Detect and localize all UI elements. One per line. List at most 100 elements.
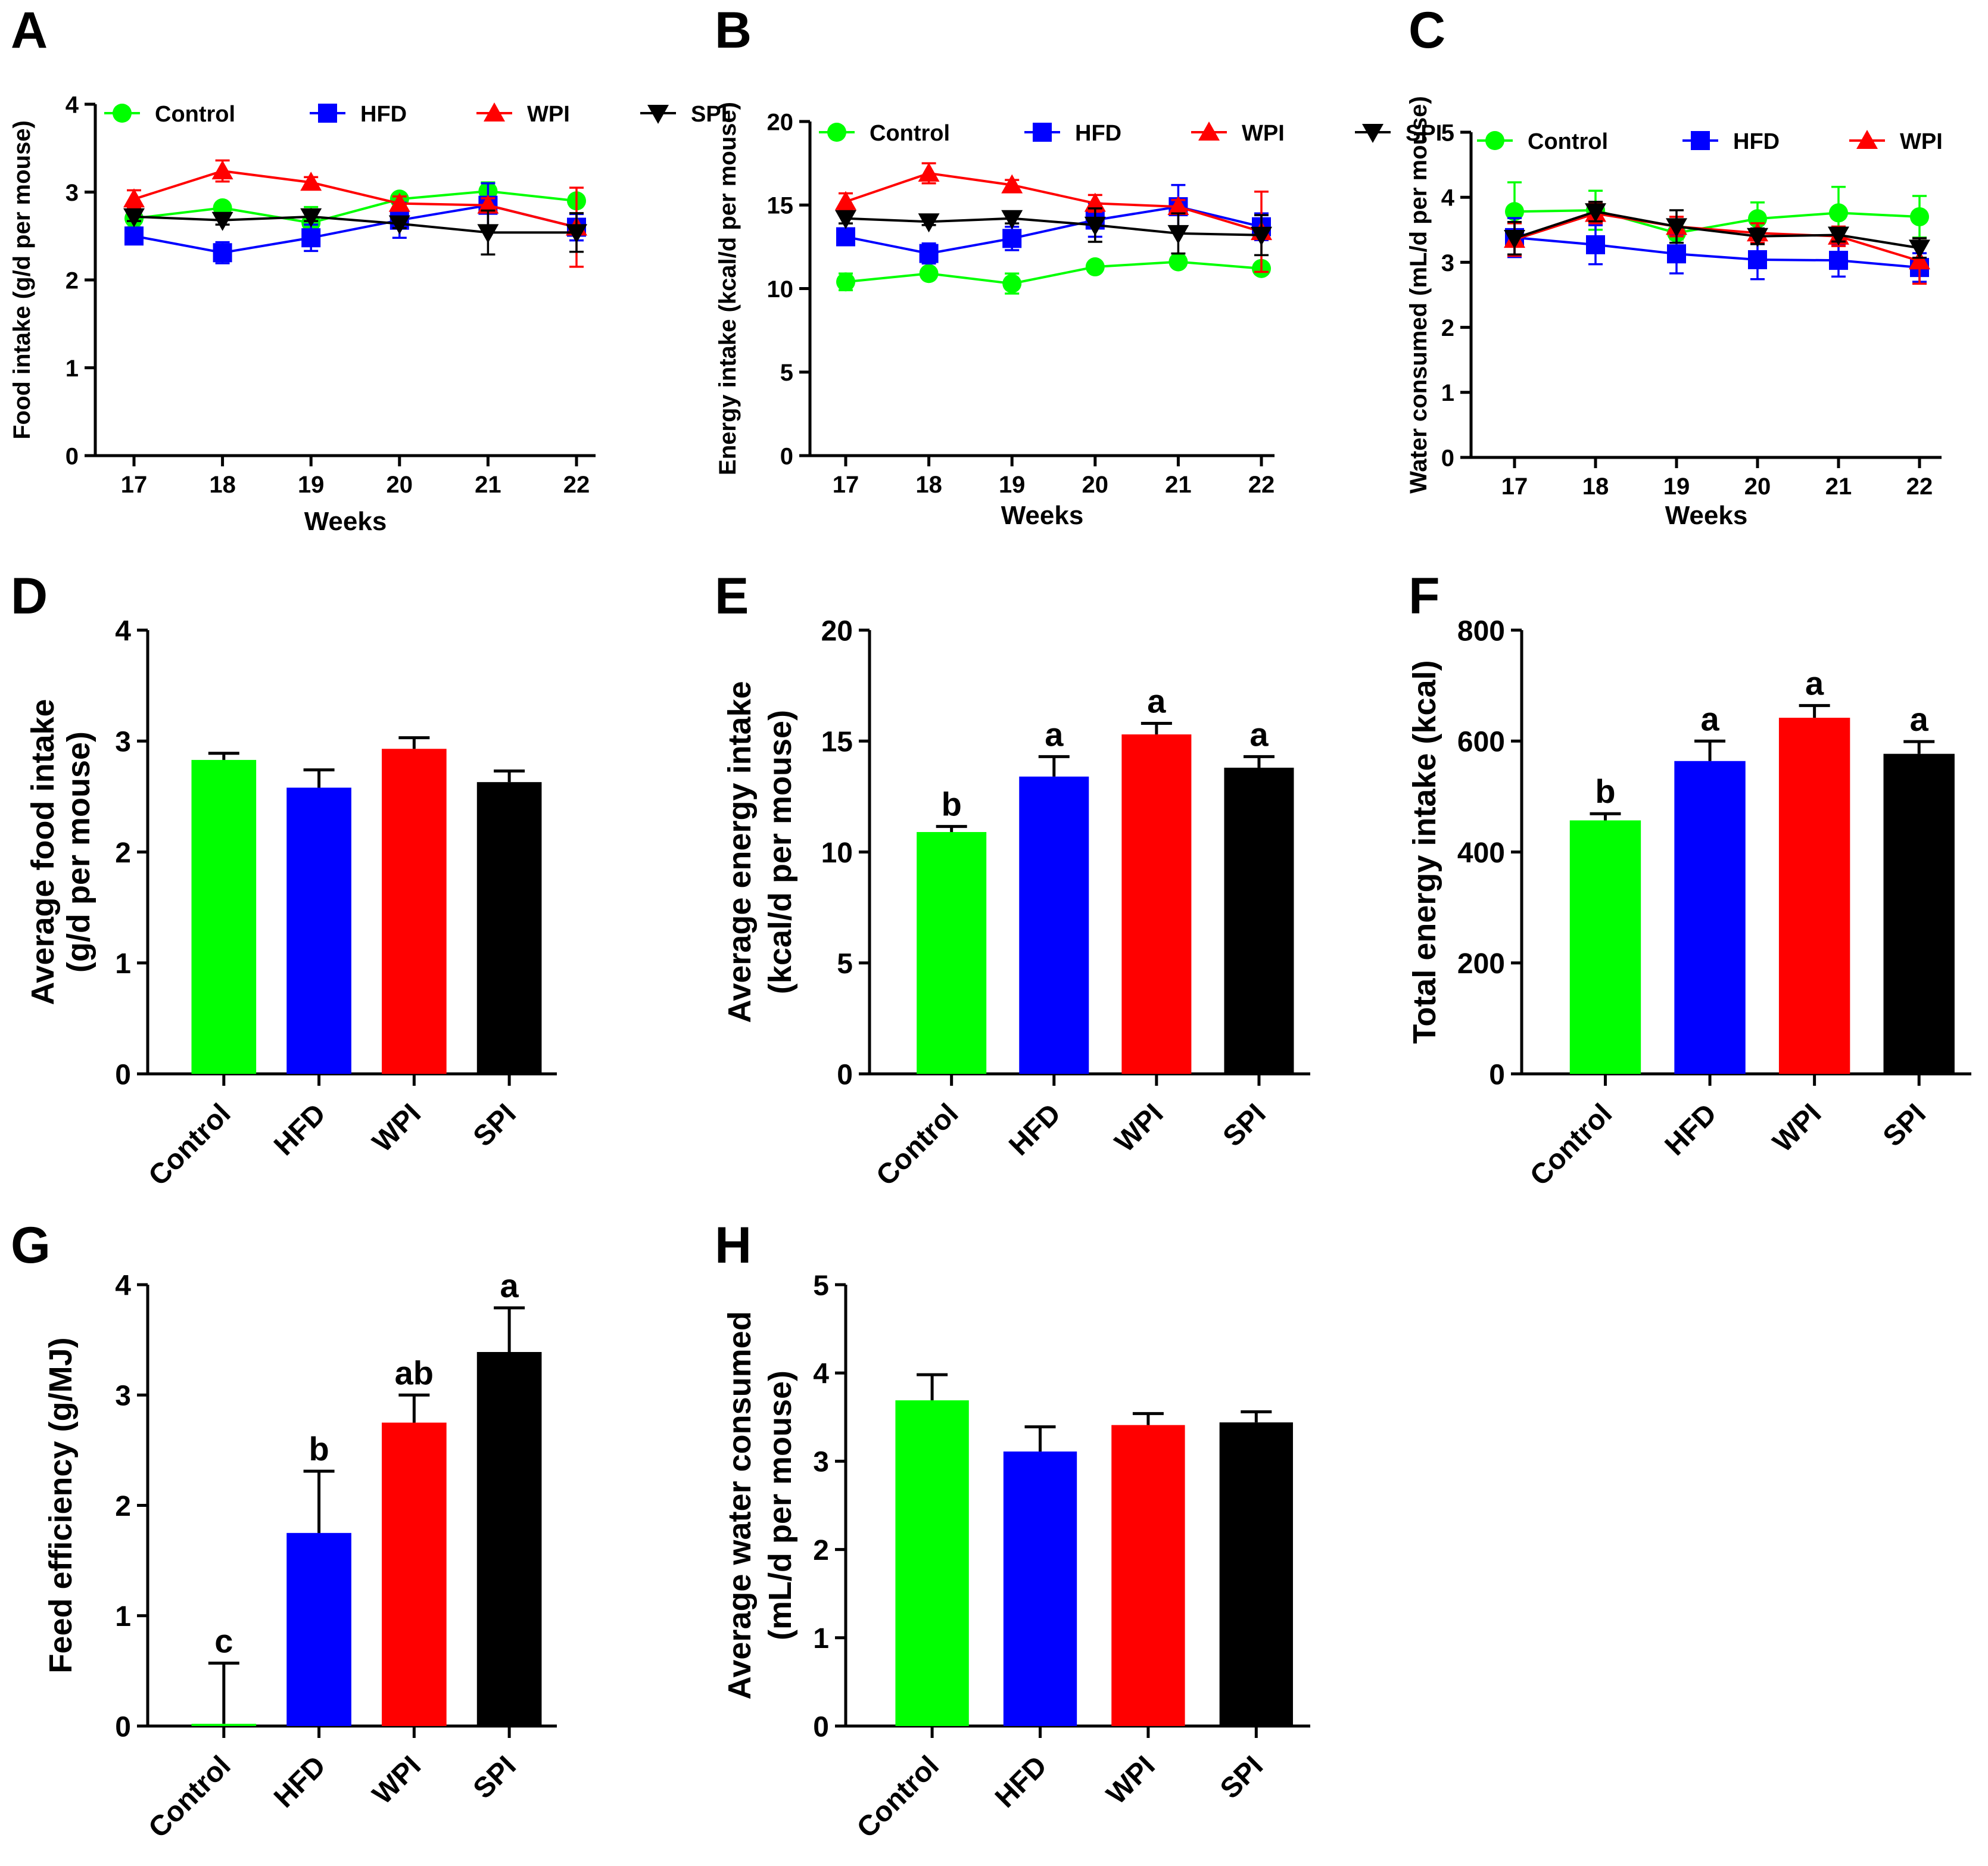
y-tick-label: 0: [1489, 1059, 1505, 1091]
data-point: [1748, 250, 1767, 270]
bar-wpi: [1121, 734, 1192, 1074]
bar-wpi: [1778, 718, 1850, 1074]
data-point: [1169, 252, 1188, 272]
sig-letter-control: b: [1595, 772, 1615, 810]
y-tick-label: 3: [813, 1447, 829, 1478]
legend-marker-wpi: [484, 102, 505, 122]
legend-marker-hfd: [318, 104, 337, 123]
bar-hfd: [286, 787, 351, 1074]
sig-letter-hfd: a: [1700, 700, 1719, 737]
series-line-spi: [845, 217, 1262, 236]
data-point: [211, 211, 233, 231]
x-tick-label-spi: SPI: [1217, 1098, 1272, 1152]
sig-letter-hfd: a: [1045, 715, 1064, 753]
sig-letter-wpi: ab: [395, 1354, 434, 1391]
legend-marker-control: [113, 104, 132, 123]
data-point: [1909, 239, 1930, 259]
y-tick-label: 5: [837, 948, 853, 980]
x-tick-label-hfd: HFD: [989, 1750, 1053, 1814]
legend-marker-wpi: [1198, 122, 1220, 141]
x-tick-label-spi: SPI: [468, 1098, 522, 1152]
panel-letter-B: B: [715, 2, 752, 59]
bar-hfd: [1019, 776, 1089, 1074]
data-point: [1586, 235, 1605, 254]
y-tick-label: 0: [115, 1059, 131, 1091]
y-axis-label: (g/d per mouse): [61, 731, 96, 973]
series-hfd: [1505, 217, 1929, 283]
y-axis-label: Average water consumed: [722, 1311, 758, 1699]
data-point: [1084, 192, 1106, 212]
y-tick-label: 20: [821, 615, 853, 647]
data-point: [1002, 274, 1022, 294]
y-tick-label: 800: [1457, 615, 1505, 647]
series-line-wpi: [133, 170, 577, 229]
data-point: [213, 243, 232, 263]
y-tick-label: 0: [813, 1711, 829, 1743]
bar-wpi: [382, 1422, 447, 1726]
data-point: [1910, 207, 1929, 226]
series-line-wpi: [1514, 212, 1920, 263]
y-axis-label: (kcal/d per mouse): [762, 710, 798, 994]
y-tick-label: 5: [780, 360, 793, 386]
data-point: [1747, 228, 1768, 247]
bar-wpi: [1111, 1425, 1185, 1726]
legend-B: Control HFD WPI SPI: [819, 121, 1442, 146]
x-tick-label: 18: [1582, 473, 1609, 500]
sig-letter-spi: a: [1249, 715, 1269, 753]
data-point: [1001, 174, 1023, 194]
series-line-control: [133, 190, 577, 225]
legend-marker-spi: [647, 105, 669, 124]
y-tick-label: 0: [837, 1059, 853, 1091]
data-point: [1829, 251, 1848, 270]
x-tick-label-wpi: WPI: [1767, 1098, 1828, 1158]
bar-hfd: [286, 1532, 351, 1726]
x-tick-label-hfd: HFD: [1003, 1098, 1067, 1161]
data-point: [1585, 203, 1606, 223]
x-tick-label: 21: [1165, 472, 1192, 498]
legend-label-spi: SPI: [691, 102, 727, 127]
y-tick-label: 600: [1457, 727, 1505, 758]
x-tick-label-spi: SPI: [1877, 1098, 1932, 1152]
x-tick-label: 18: [209, 472, 236, 498]
x-tick-label-hfd: HFD: [268, 1750, 332, 1814]
x-tick-label: 21: [1825, 473, 1852, 500]
data-point: [1828, 226, 1849, 246]
y-axis-label: (mL/d per mouse): [762, 1370, 798, 1640]
data-point: [1167, 225, 1189, 244]
x-tick-label-wpi: WPI: [367, 1750, 428, 1811]
sig-letter-control: b: [942, 786, 962, 823]
bar-hfd: [1674, 761, 1746, 1074]
data-point: [123, 208, 145, 228]
chart-B: B 0 5 10 15 20 17 18 19 20 21 22 Weeks Energy intake …: [715, 2, 1442, 530]
x-tick-label: 20: [1082, 472, 1109, 498]
y-tick-label: 10: [767, 276, 794, 303]
x-tick-label-control: Control: [142, 1750, 236, 1844]
legend-label-hfd: HFD: [1075, 121, 1121, 146]
data-point: [477, 194, 499, 214]
data-point: [836, 227, 855, 247]
chart-A: A 0 1 2 3 4 17 18 19 20 21 22 Weeks Food intake (g/d …: [9, 2, 727, 536]
x-tick-label: 20: [1744, 473, 1771, 500]
legend-label-hfd: HFD: [1733, 129, 1780, 154]
x-axis-label: Weeks: [1001, 501, 1084, 530]
bar-spi: [1224, 767, 1294, 1074]
y-tick-label: 4: [115, 615, 131, 647]
y-tick-label: 3: [66, 180, 79, 206]
data-point: [1909, 250, 1930, 270]
data-point: [918, 162, 940, 182]
series-line-hfd: [1514, 236, 1920, 269]
data-point: [835, 210, 856, 229]
x-tick-label: 22: [1248, 472, 1275, 498]
y-tick-label: 15: [821, 727, 853, 758]
panel-letter-H: H: [715, 1217, 752, 1274]
y-tick-label: 0: [780, 443, 793, 469]
legend-marker-control: [1485, 131, 1504, 150]
bar-control: [917, 831, 987, 1074]
y-tick-label: 4: [813, 1358, 829, 1390]
legend-A: Control HFD WPI SPI: [104, 102, 727, 127]
legend-marker-spi: [1362, 124, 1384, 143]
y-tick-label: 200: [1457, 948, 1505, 980]
x-tick-label: 21: [475, 472, 501, 498]
x-axis-label: Weeks: [304, 507, 387, 536]
data-point: [1504, 229, 1525, 249]
